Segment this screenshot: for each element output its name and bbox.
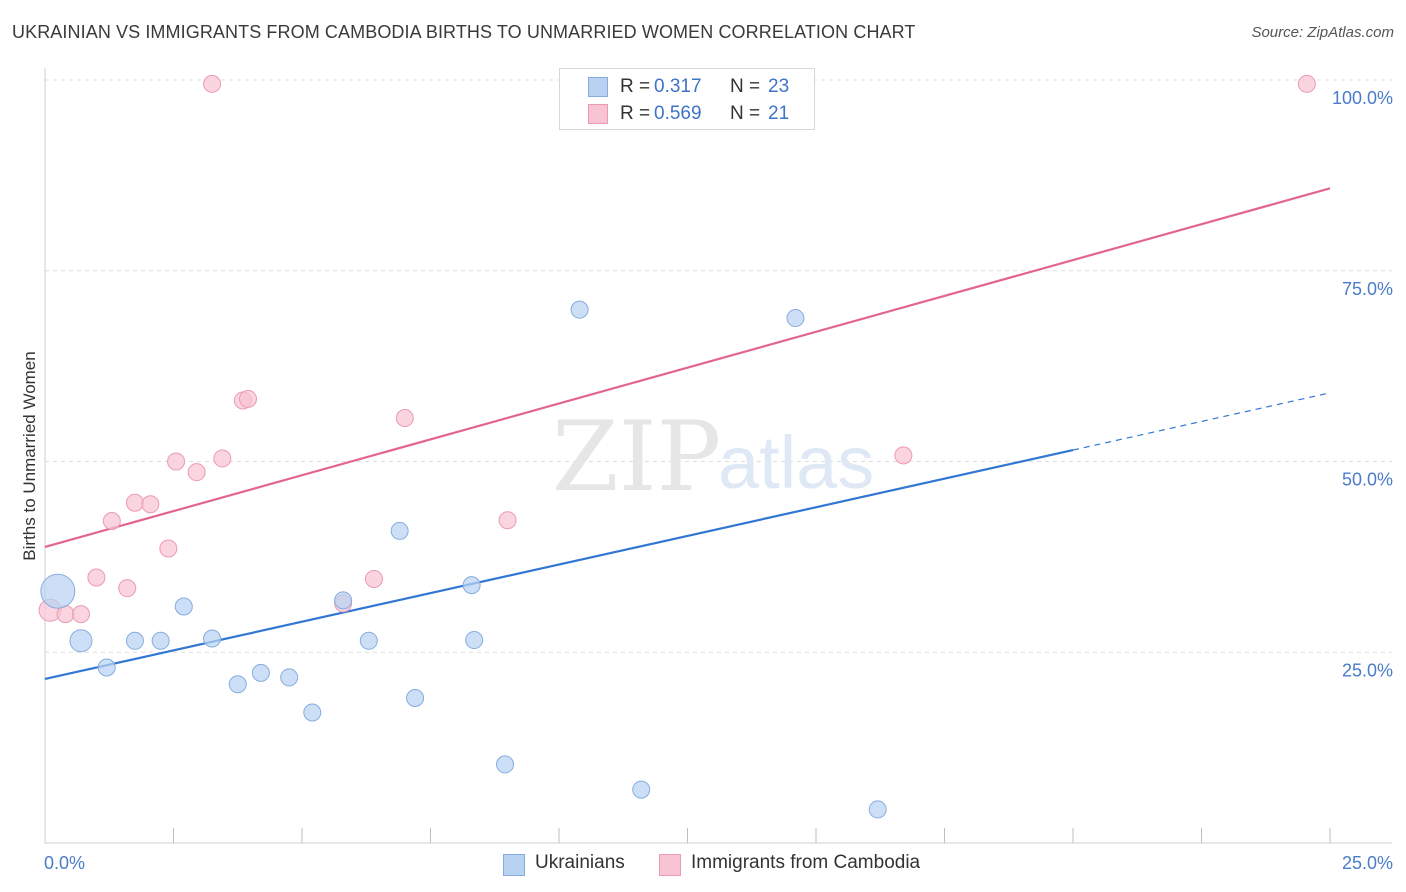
legend-swatch-cambodia [588,104,608,124]
point-cambodia [159,539,178,558]
x-ticks [173,828,1331,843]
x-tick-label-max: 25.0% [1342,853,1393,873]
trendline-ukrainians-extension [1072,392,1331,451]
point-cambodia [125,493,144,512]
y-axis-label: Births to Unmarried Women [20,351,39,560]
point-cambodia [239,389,258,408]
point-cambodia [187,463,206,482]
bottom-legend-label: Ukrainians [535,852,625,873]
point-cambodia [213,449,232,468]
chart-title: UKRAINIAN VS IMMIGRANTS FROM CAMBODIA BI… [12,22,916,42]
point-ukrainians [465,631,484,650]
point-ukrainians [174,597,193,616]
point-cambodia [894,446,913,465]
bottom-legend-label: Immigrants from Cambodia [691,852,921,873]
point-ukrainians [97,658,116,677]
correlation-legend: R = 0.317 N = 23 R = 0.569 N = 21 [559,68,815,130]
legend-r-label: R = [620,103,651,124]
point-ukrainians [251,663,270,682]
point-ukrainians [359,631,378,650]
legend-r-value: 0.317 [654,76,702,97]
bottom-legend-swatch-cambodia [659,854,681,876]
legend-swatch-ukrainians [588,77,608,97]
legend-n-label: N = [730,103,761,124]
legend-n-label: N = [730,76,761,97]
source-label: Source: ZipAtlas.com [1251,24,1394,41]
watermark: ZIP atlas [552,401,874,513]
point-ukrainians [496,755,515,774]
point-cambodia [395,409,414,428]
point-ukrainians [125,631,144,650]
point-ukrainians [334,591,353,610]
point-cambodia [203,74,222,93]
point-ukrainians [151,631,170,650]
trendline-cambodia [44,187,1331,549]
y-tick-label: 50.0% [1342,470,1393,490]
legend-r-value: 0.569 [654,103,702,124]
y-tick-labels: 25.0% 50.0% 75.0% 100.0% [1332,88,1393,680]
point-ukrainians [632,780,651,799]
legend-r-label: R = [620,76,651,97]
point-ukrainians [570,300,589,319]
gridlines [45,79,1392,653]
y-tick-label: 25.0% [1342,660,1393,680]
point-cambodia [87,568,106,587]
watermark-atlas: atlas [718,421,874,504]
point-ukrainians [786,309,805,328]
point-ukrainians [203,629,222,648]
point-ukrainians [40,573,76,609]
point-cambodia [167,452,186,471]
point-ukrainians [280,668,299,687]
point-ukrainians [228,675,247,694]
point-ukrainians [390,521,409,540]
point-ukrainians [406,689,425,708]
point-ukrainians [462,576,481,595]
point-ukrainians [303,703,322,722]
point-cambodia [141,495,160,514]
point-ukrainians [69,629,93,653]
point-cambodia [102,512,121,531]
point-cambodia [1297,74,1316,93]
y-tick-label: 75.0% [1342,279,1393,299]
point-cambodia [71,605,90,624]
legend-n-value: 23 [768,76,790,97]
legend-n-value: 21 [768,103,790,124]
data-points [38,74,1316,819]
point-cambodia [364,570,383,589]
point-ukrainians [868,800,887,819]
point-cambodia [118,579,137,598]
point-cambodia [498,511,517,530]
y-tick-label: 100.0% [1332,88,1393,108]
axes [44,68,1392,844]
x-tick-label-min: 0.0% [44,853,85,873]
bottom-legend-swatch-ukrainians [503,854,525,876]
watermark-zip: ZIP [552,401,721,513]
